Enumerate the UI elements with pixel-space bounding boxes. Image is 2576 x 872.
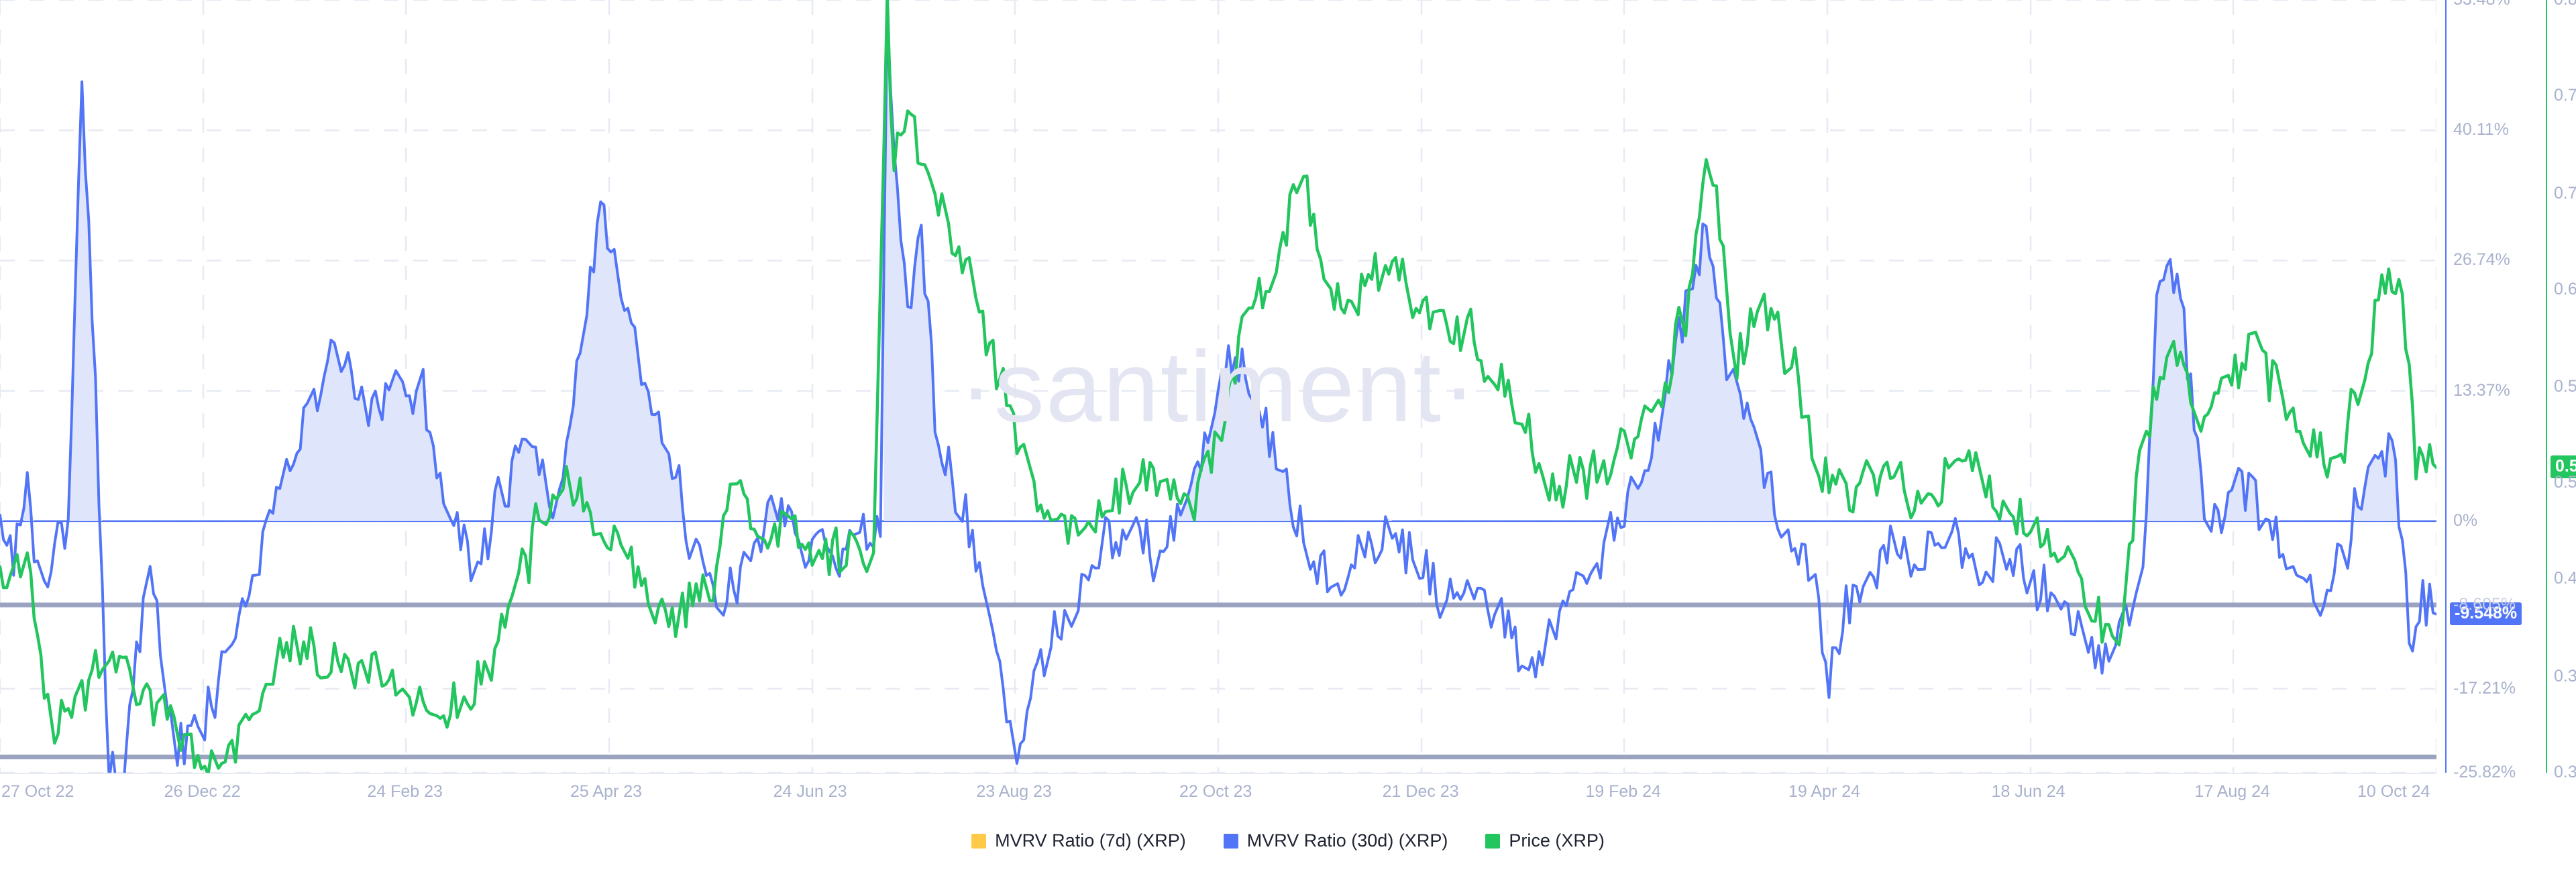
legend-label-price: Price (XRP): [1509, 830, 1605, 851]
x-tick-label: 25 Apr 23: [570, 782, 643, 801]
legend-label-mvrv-7d: MVRV Ratio (7d) (XRP): [995, 830, 1186, 851]
x-tick-label: 19 Feb 24: [1585, 782, 1661, 801]
mvrv-30d-line[interactable]: [0, 9, 2436, 773]
y-axis-price: [2546, 0, 2547, 773]
y-axis-mvrv: [2445, 0, 2447, 773]
y-tick-label-mvrv: 40.11%: [2453, 120, 2509, 140]
y-tick-label-price: 0.517: [2554, 473, 2576, 492]
x-tick-label: 24 Jun 23: [773, 782, 847, 801]
reference-lines: [0, 520, 2436, 759]
y-tick-label-price: 0.33: [2554, 763, 2576, 781]
x-tick-label: 10 Oct 24: [2357, 782, 2430, 801]
x-tick-label: 21 Dec 23: [1382, 782, 1459, 801]
x-tick-label: 19 Apr 24: [1788, 782, 1861, 801]
y-tick-label-price: 0.579: [2554, 377, 2576, 396]
x-tick-label: 22 Oct 23: [1179, 782, 1252, 801]
y-tick-label-price: 0.829: [2554, 0, 2576, 9]
legend-swatch-mvrv-7d: [971, 833, 987, 849]
y-tick-label-mvrv: -25.82%: [2453, 763, 2516, 781]
x-tick-label: 27 Oct 22: [1, 782, 74, 801]
y-tick-label-mvrv: 13.37%: [2453, 380, 2510, 400]
x-axis: 27 Oct 22 26 Dec 22 24 Feb 23 25 Apr 23 24 J…: [0, 773, 2436, 813]
y-tick-label-mvrv: -8.605%: [2453, 594, 2516, 614]
y-tick-label-price: 0.455: [2554, 569, 2576, 588]
legend-item-price[interactable]: Price (XRP): [1485, 830, 1605, 851]
y-tick-label-price: 0.642: [2554, 279, 2576, 298]
x-tick-label: 26 Dec 22: [164, 782, 241, 801]
x-tick-label: 23 Aug 23: [976, 782, 1052, 801]
legend-swatch-mvrv-30d: [1223, 833, 1238, 849]
legend-item-mvrv-30d[interactable]: MVRV Ratio (30d) (XRP): [1223, 830, 1448, 851]
chart-canvas[interactable]: [0, 0, 2436, 773]
x-tick-label: 24 Feb 23: [367, 782, 443, 801]
y-tick-label-price: 0.392: [2554, 666, 2576, 686]
plot-area[interactable]: ·santiment·: [0, 0, 2436, 773]
y-tick-label-price: 0.704: [2554, 183, 2576, 203]
grid-vertical: [0, 0, 2436, 773]
legend-swatch-price: [1485, 833, 1501, 849]
legend-item-mvrv-7d[interactable]: MVRV Ratio (7d) (XRP): [971, 830, 1186, 851]
price-value-badge: 0.527: [2551, 455, 2576, 479]
y-tick-label-price: 0.767: [2554, 86, 2576, 105]
mvrv-value-badge: -9.548%: [2450, 602, 2522, 625]
y-tick-label-mvrv: 53.48%: [2453, 0, 2510, 9]
x-axis-line: [0, 773, 2436, 774]
y-tick-label-mvrv: -17.21%: [2453, 678, 2516, 698]
x-tick-label: 18 Jun 24: [1991, 782, 2065, 801]
y-tick-label-mvrv: 0%: [2453, 510, 2478, 530]
chart-legend: MVRV Ratio (7d) (XRP) MVRV Ratio (30d) (…: [0, 830, 2576, 851]
y-tick-label-mvrv: 26.74%: [2453, 250, 2510, 270]
price-line[interactable]: [0, 0, 2436, 773]
legend-label-mvrv-30d: MVRV Ratio (30d) (XRP): [1246, 830, 1448, 851]
mvrv-30d-area-fill: [0, 10, 2399, 521]
x-tick-label: 17 Aug 24: [2194, 782, 2270, 801]
